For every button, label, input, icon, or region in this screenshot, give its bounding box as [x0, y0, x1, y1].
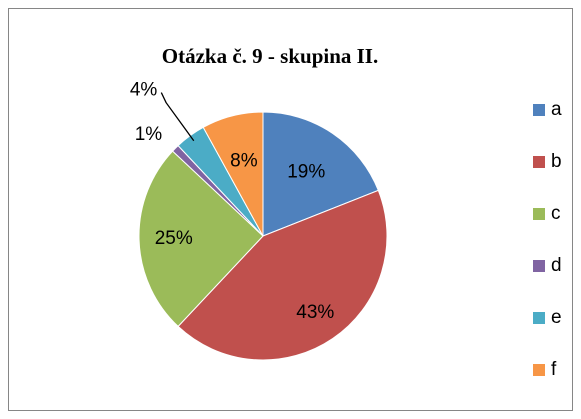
pie-slice [262, 111, 379, 237]
legend-swatch [533, 260, 545, 272]
data-label: 25% [155, 228, 193, 249]
data-label: 19% [287, 161, 325, 182]
chart-title: Otázka č. 9 - skupina II. [162, 44, 378, 68]
legend-label: b [551, 151, 562, 172]
data-label: 1% [135, 124, 163, 145]
legend-swatch [533, 364, 545, 376]
legend-label: d [551, 255, 562, 276]
legend-label: c [551, 203, 561, 224]
legend-label: f [551, 359, 557, 380]
legend-label: e [551, 307, 562, 328]
pie-slice [202, 111, 264, 237]
pie-slice [138, 150, 264, 328]
legend-swatch [533, 104, 545, 116]
data-label: 8% [230, 151, 258, 172]
legend-swatch [533, 312, 545, 324]
pie-slice [177, 189, 388, 361]
leader-line [160, 92, 195, 142]
legend-swatch [533, 208, 545, 220]
data-label: 4% [130, 80, 158, 101]
legend-swatch [533, 156, 545, 168]
data-label: 43% [296, 302, 334, 323]
legend-label: a [551, 99, 562, 120]
